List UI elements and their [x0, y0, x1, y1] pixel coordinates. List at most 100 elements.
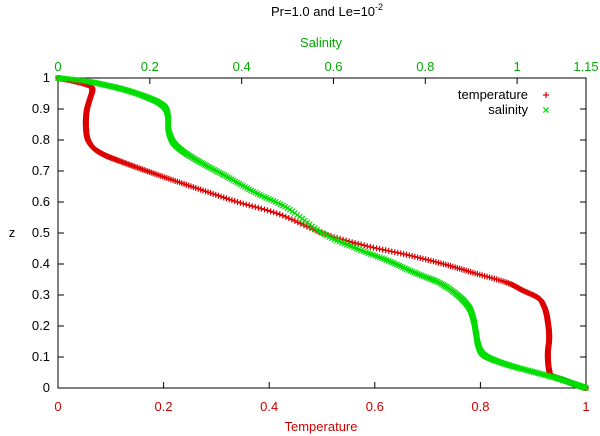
salinity-point — [413, 270, 420, 277]
temperature-point — [212, 191, 219, 198]
temperature-point — [400, 251, 407, 258]
salinity-point — [582, 384, 590, 392]
x-tick-label: 0.6 — [366, 399, 384, 414]
chart-title-exponent: -2 — [375, 2, 383, 12]
temperature-point — [385, 247, 392, 254]
temperature-point — [249, 203, 256, 210]
x2-tick-label: 0.2 — [141, 59, 159, 74]
temperature-point — [358, 241, 365, 248]
x2-tick-label: 0.8 — [416, 59, 434, 74]
y-ticks: 0 0.1 0.2 0.3 0.4 0.5 0.6 0.7 0.8 0.9 1 — [32, 70, 586, 395]
z-axis-label: z — [9, 225, 16, 240]
legend-label-temperature: temperature — [458, 87, 528, 102]
temperature-point — [218, 193, 225, 200]
legend-cross-icon — [542, 106, 550, 114]
temperature-point — [267, 208, 274, 215]
temperature-point — [373, 245, 380, 252]
salinity-point — [425, 274, 432, 281]
temperature-point — [276, 211, 283, 218]
x-tick-label: 1 — [582, 399, 589, 414]
y-tick-label: 0.9 — [32, 101, 50, 116]
x2-tick-label: 0 — [54, 59, 61, 74]
temperature-point — [258, 205, 265, 212]
temperature-point — [231, 198, 238, 205]
x2-ticks: 0 0.2 0.4 0.6 0.8 1 1.15 — [54, 59, 599, 84]
salinity-series — [54, 74, 590, 392]
temperature-point — [291, 217, 298, 224]
salinity-point — [429, 276, 437, 283]
salinity-point — [420, 273, 427, 280]
temperature-point — [382, 247, 389, 254]
temperature-point — [279, 212, 286, 219]
temperature-point — [409, 253, 416, 260]
temperature-point — [237, 199, 244, 206]
temperature-point — [397, 250, 404, 257]
temperature-point — [285, 215, 292, 222]
chart-title: Pr=1.0 and Le=10-2 — [271, 2, 383, 19]
legend-plus-icon — [543, 92, 549, 98]
x-tick-label: 0.2 — [155, 399, 173, 414]
x2-tick-label: 1 — [514, 59, 521, 74]
temperature-point — [388, 248, 395, 255]
temperature-point — [394, 249, 401, 256]
salinity-point — [431, 277, 438, 284]
temperature-point — [417, 255, 424, 262]
temperature-point — [370, 244, 377, 251]
salinity-point — [416, 271, 423, 278]
x2-tick-label: 0.6 — [324, 59, 342, 74]
temperature-point — [411, 253, 418, 260]
salinity-axis-label: Salinity — [300, 35, 342, 50]
temperature-point — [252, 203, 259, 210]
y-tick-label: 0 — [43, 380, 50, 395]
temperature-point — [403, 251, 410, 258]
legend-label-salinity: salinity — [488, 102, 528, 117]
temperature-point — [364, 243, 371, 250]
temperature-point — [223, 195, 230, 202]
temperature-point — [240, 200, 247, 207]
temperature-point — [264, 207, 271, 214]
chart-title-text: Pr=1.0 and Le=10 — [271, 4, 375, 19]
temperature-point — [215, 192, 222, 199]
temperature-point — [220, 194, 227, 201]
temperature-point — [361, 242, 368, 249]
temperature-point — [352, 240, 359, 247]
temperature-point — [273, 210, 280, 217]
temperature-point — [422, 256, 429, 263]
x-tick-label: 0 — [54, 399, 61, 414]
y-tick-label: 1 — [43, 70, 50, 85]
temperature-point — [419, 255, 426, 262]
temperature-axis-label: Temperature — [285, 419, 358, 434]
temperature-point — [355, 240, 362, 247]
temperature-point — [406, 252, 413, 259]
temperature-point — [270, 209, 277, 216]
temperature-point — [349, 239, 356, 246]
y-tick-label: 0.2 — [32, 318, 50, 333]
x2-tick-label: 1.15 — [573, 59, 598, 74]
y-tick-label: 0.5 — [32, 225, 50, 240]
temperature-point — [300, 222, 307, 229]
legend-marker-temperature — [543, 92, 549, 98]
salinity-point — [428, 276, 435, 283]
salinity-point — [411, 269, 418, 276]
temperature-point — [376, 245, 383, 252]
temperature-point — [414, 254, 421, 261]
temperature-point — [282, 213, 289, 220]
legend: temperature salinity — [458, 87, 550, 117]
salinity-point — [421, 273, 428, 280]
y-tick-label: 0.6 — [32, 194, 50, 209]
x-ticks: 0 0.2 0.4 0.6 0.8 1 — [54, 382, 590, 414]
temperature-point — [234, 199, 241, 205]
temperature-point — [379, 246, 386, 253]
salinity-point — [414, 271, 421, 278]
temperature-point — [228, 197, 235, 204]
salinity-point — [426, 275, 433, 282]
salinity-point — [418, 272, 425, 279]
temperature-point — [297, 220, 304, 227]
salinity-point — [423, 274, 430, 281]
temperature-point — [246, 202, 253, 209]
y-tick-label: 0.3 — [32, 287, 50, 302]
temperature-point — [391, 249, 398, 256]
temperature-point — [255, 204, 262, 211]
y-tick-label: 0.4 — [32, 256, 50, 271]
